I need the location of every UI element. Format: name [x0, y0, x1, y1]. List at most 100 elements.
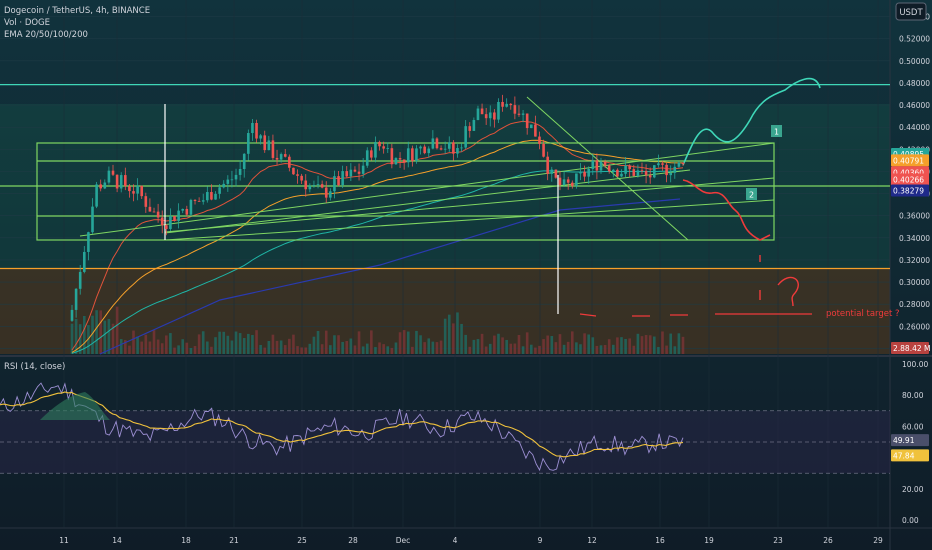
candle-body: [562, 179, 566, 186]
volume-bar: [628, 338, 631, 354]
candle-body: [70, 309, 74, 321]
price-axis-tick: 0.46000: [899, 101, 930, 110]
candle-body: [591, 160, 595, 169]
rsi-axis-tick: 60.00: [902, 422, 924, 431]
volume-bar: [677, 333, 681, 354]
candle-body: [505, 103, 508, 107]
candle-body: [296, 174, 299, 176]
candle-body: [259, 135, 262, 139]
candle-body: [304, 180, 308, 190]
candle-body: [177, 210, 180, 221]
volume-bar: [661, 331, 664, 354]
candle-body: [661, 163, 664, 165]
volume-bar: [361, 346, 365, 354]
volume-bar: [521, 346, 525, 354]
volume-bar: [267, 340, 271, 354]
candle-body: [181, 208, 185, 211]
currency-button[interactable]: USDT: [895, 2, 927, 21]
volume-bar: [337, 335, 340, 354]
candle-body: [95, 184, 98, 207]
volume-bar: [128, 345, 131, 354]
candle-body: [595, 160, 599, 171]
candle-body: [206, 192, 209, 201]
candle-body: [345, 171, 349, 177]
volume-bar: [230, 340, 234, 354]
candle-body: [279, 154, 283, 160]
target-line: [579, 313, 812, 317]
candle-body: [488, 112, 492, 119]
time-axis-tick: 28: [348, 536, 358, 545]
rsi-legend: RSI (14, close): [4, 362, 65, 372]
candle-body: [472, 120, 476, 131]
candle-body: [554, 169, 558, 178]
volume-bar: [226, 335, 230, 354]
candle-body: [575, 173, 578, 186]
volume-bar: [517, 334, 521, 354]
volume-bar: [575, 342, 578, 354]
volume-bar: [333, 335, 336, 354]
candle-body: [525, 113, 529, 129]
rsi-ma-value-label: 47.84: [893, 451, 915, 460]
volume-bar: [103, 320, 107, 354]
volume-bar: [538, 345, 541, 354]
candle-body: [550, 169, 554, 174]
candle-body: [357, 171, 361, 174]
candle-body: [493, 112, 496, 120]
volume-bar: [419, 335, 422, 354]
candle-body: [636, 170, 640, 176]
currency-button-label[interactable]: USDT: [899, 8, 923, 18]
volume-bar: [509, 343, 513, 354]
volume-bar: [152, 330, 156, 354]
volume-bar: [452, 323, 455, 354]
candle-body: [398, 158, 402, 160]
rsi-line: [0, 382, 684, 472]
volume-bar: [210, 346, 213, 354]
candle-body: [251, 122, 254, 134]
candle-body: [611, 169, 615, 172]
volume-bar: [406, 331, 410, 354]
volume-bar: [99, 310, 103, 354]
candle-body: [665, 164, 668, 176]
volume-bar: [513, 343, 517, 354]
volume-bar: [411, 346, 414, 354]
volume-legend: Vol · DOGE: [4, 18, 50, 28]
volume-bar: [505, 339, 508, 354]
volume-bar: [111, 323, 115, 354]
candle-body: [644, 170, 648, 176]
candle-body: [144, 196, 148, 207]
candle-body: [587, 168, 590, 177]
volume-bar: [169, 333, 172, 354]
price-axis-tick: 0.28000: [899, 300, 930, 309]
time-axis-tick: 19: [704, 536, 714, 545]
ema-legend: EMA 20/50/100/200: [4, 30, 88, 40]
volume-bar: [107, 319, 111, 354]
volume-bar: [251, 335, 254, 354]
candle-body: [570, 182, 574, 186]
rsi-value-label: 49.91: [893, 436, 915, 445]
candle-body: [238, 169, 242, 175]
ema-50-line: [71, 139, 683, 353]
volume-bar: [271, 334, 275, 354]
volume-bar: [472, 339, 476, 354]
symbol-title: Dogecoin / TetherUS, 4h, BINANCE: [4, 6, 150, 16]
candle-body: [374, 141, 377, 158]
candle-body: [628, 165, 631, 170]
volume-bar: [464, 334, 467, 354]
volume-bar: [599, 345, 603, 354]
bullish-path: [682, 77, 821, 166]
rsi-overbought-fill: [40, 392, 110, 420]
rsi-axis-tick: 80.00: [902, 391, 924, 400]
volume-bar: [591, 337, 595, 354]
volume-bar: [349, 338, 353, 354]
candle-body: [124, 175, 127, 187]
candle-body: [640, 170, 644, 172]
volume-bar: [669, 333, 672, 354]
candle-body: [103, 182, 107, 189]
price-label: 0.38279: [893, 187, 924, 196]
candle-body: [337, 176, 340, 186]
time-axis-tick: 9: [538, 536, 543, 545]
volume-bar: [431, 341, 435, 354]
candle-body: [341, 171, 344, 186]
candle-body: [677, 162, 681, 167]
